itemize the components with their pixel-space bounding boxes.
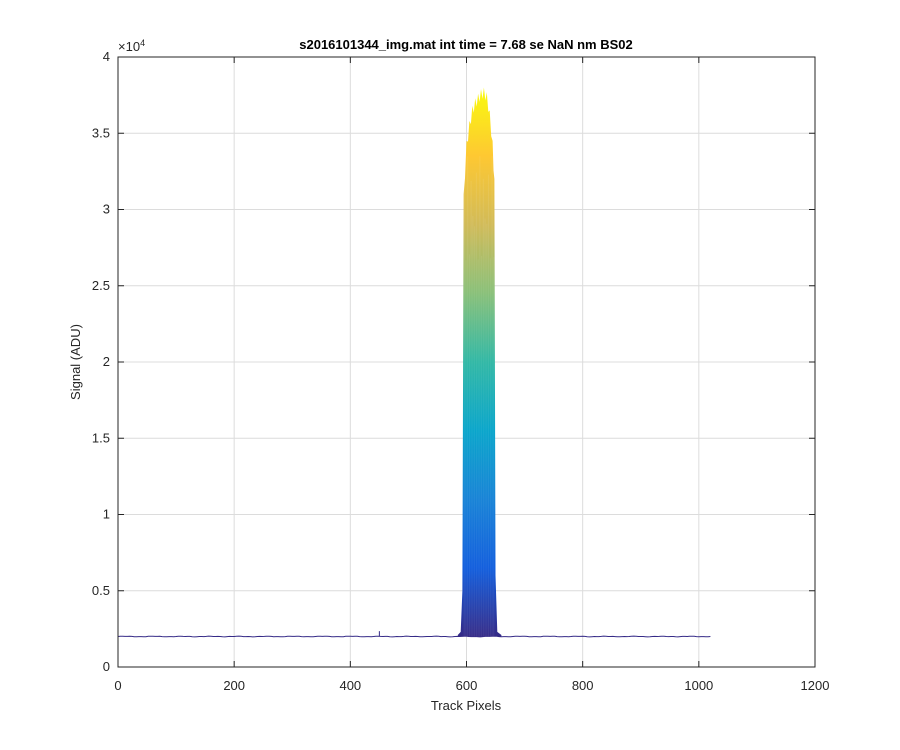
x-axis-label: Track Pixels: [431, 698, 502, 713]
x-tick-label: 400: [339, 678, 361, 693]
y-tick-label: 3.5: [92, 125, 110, 140]
y-tick-label: 0.5: [92, 583, 110, 598]
y-tick-label: 1.5: [92, 430, 110, 445]
y-tick-label: 2.5: [92, 278, 110, 293]
y-tick-label: 3: [103, 202, 110, 217]
axis-ticks: 0 200 400 600 800 1000 1200 0 0.5 1 1.5 2 2.5 3 3.5 4: [92, 49, 830, 693]
data-marks: [118, 87, 711, 638]
y-exponent-label: ×104: [118, 38, 145, 54]
y-axis-label: Signal (ADU): [68, 324, 83, 400]
y-tick-label: 4: [103, 49, 110, 64]
chart-title: s2016101344_img.mat int time = 7.68 se N…: [299, 37, 633, 52]
y-tick-label: 2: [103, 354, 110, 369]
x-tick-label: 600: [456, 678, 478, 693]
y-tick-label: 1: [103, 507, 110, 522]
x-tick-label: 1000: [684, 678, 713, 693]
x-tick-label: 1200: [801, 678, 830, 693]
x-tick-label: 0: [114, 678, 121, 693]
peak-area-series: [457, 87, 502, 637]
y-tick-label: 0: [103, 659, 110, 674]
baseline-series: [118, 635, 711, 638]
x-tick-label: 200: [223, 678, 245, 693]
x-tick-label: 800: [572, 678, 594, 693]
